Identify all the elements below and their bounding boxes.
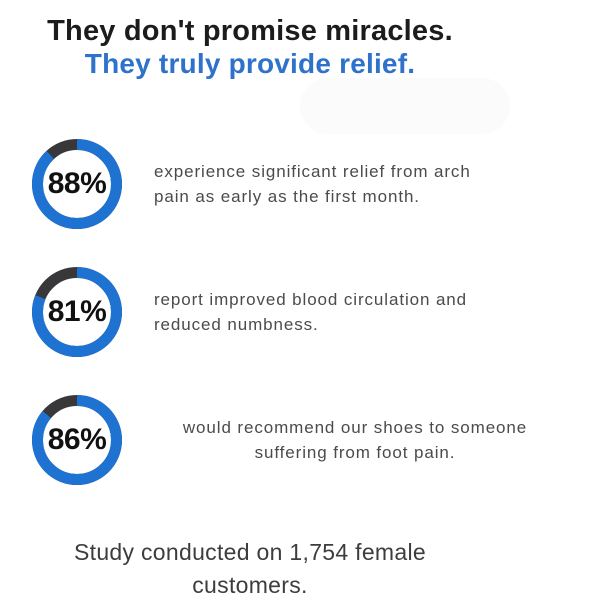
percent-label: 88%	[47, 167, 107, 200]
stat-row-86: 86% would recommend our shoes to someone…	[30, 393, 570, 487]
study-note: Study conducted on 1,754 female customer…	[20, 536, 480, 600]
stat-row-81: 81% report improved blood circulation an…	[30, 265, 554, 359]
ring-fill	[32, 267, 122, 357]
stat-description-line: would recommend our shoes to someone	[182, 418, 528, 437]
donut-chart-86: 86%	[30, 393, 124, 487]
ring-fill	[32, 139, 122, 229]
donut-chart-88: 88%	[30, 137, 124, 231]
stat-description: report improved blood circulation and re…	[154, 287, 554, 337]
stat-row-88: 88% experience significant relief from a…	[30, 137, 554, 231]
donut-ring-svg	[32, 395, 122, 485]
donut-ring-svg	[32, 267, 122, 357]
stat-description-line: suffering from foot pain.	[254, 443, 456, 462]
percent-label: 81%	[47, 295, 107, 328]
stat-description-line: report improved blood circulation and	[154, 290, 468, 309]
stat-description-line: pain as early as the first month.	[154, 187, 420, 206]
study-note-line: Study conducted on 1,754 female	[74, 539, 426, 565]
page-subtitle: They truly provide relief.	[84, 48, 416, 79]
header: They don't promise miracles. They truly …	[0, 14, 500, 80]
stat-description-line: experience significant relief from arch	[154, 162, 471, 181]
background-smudge	[300, 78, 510, 134]
donut-ring-svg	[32, 139, 122, 229]
study-note-line: customers.	[192, 572, 308, 598]
stat-description: experience significant relief from arch …	[154, 159, 554, 209]
stat-description-line: reduced numbness.	[154, 315, 319, 334]
donut-chart-81: 81%	[30, 265, 124, 359]
ring-fill	[32, 395, 122, 485]
percent-label: 86%	[47, 423, 107, 456]
page-title: They don't promise miracles.	[47, 15, 453, 47]
stat-description: would recommend our shoes to someone suf…	[140, 415, 570, 465]
